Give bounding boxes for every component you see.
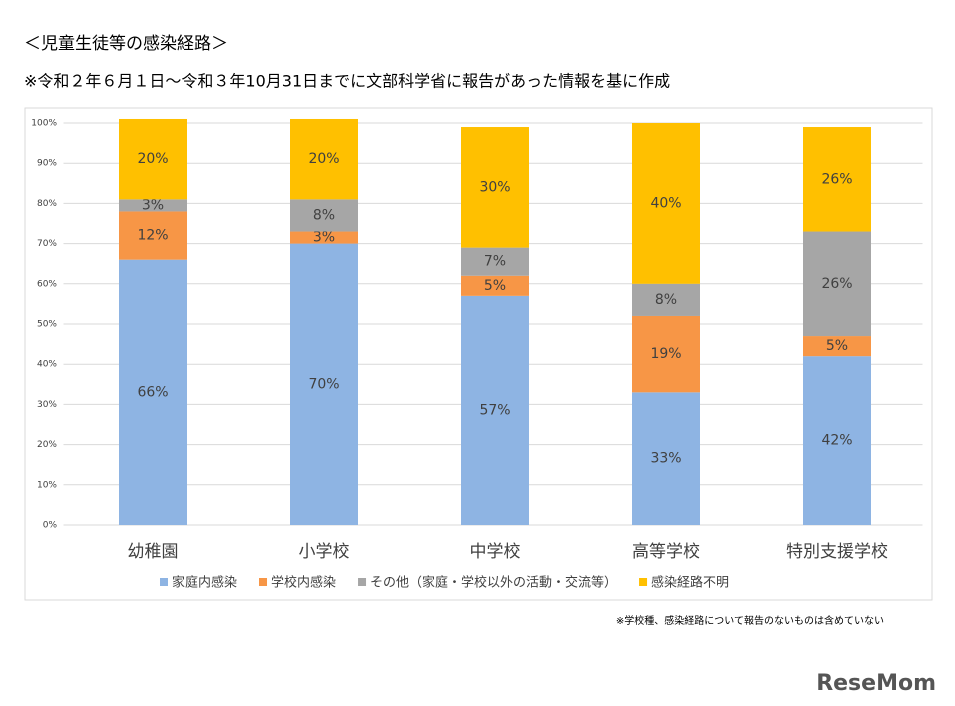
data-label: 12% — [137, 228, 168, 244]
chart-subtitle: ※令和２年６月１日～令和３年10月31日までに文部科学省に報告があった情報を基に… — [24, 72, 670, 91]
bar-segment — [632, 392, 700, 525]
data-label: 5% — [826, 338, 848, 354]
chart-title: ＜児童生徒等の感染経路＞ — [24, 34, 228, 54]
x-tick-label: 高等学校 — [632, 542, 700, 562]
data-label: 5% — [484, 278, 506, 294]
bar-segment — [632, 123, 700, 284]
legend-label: 感染経路不明 — [651, 575, 729, 591]
bar-segment — [803, 356, 871, 525]
legend-label: 家庭内感染 — [172, 575, 237, 591]
x-tick-label: 中学校 — [470, 542, 521, 562]
y-tick-label: 100% — [31, 119, 57, 129]
bar-segment — [290, 118, 358, 200]
data-label: 30% — [479, 179, 510, 195]
y-tick-label: 40% — [37, 360, 57, 370]
data-label: 20% — [308, 151, 339, 167]
x-tick-label: 小学校 — [299, 542, 350, 562]
legend-swatch — [358, 578, 367, 586]
legend-swatch — [160, 578, 168, 586]
y-tick-label: 0% — [43, 521, 58, 531]
data-label: 8% — [655, 292, 677, 308]
data-label: 3% — [313, 230, 335, 246]
footnote: ※学校種、感染経路について報告のないものは含めていない — [616, 614, 884, 627]
bar-segment — [290, 199, 358, 232]
y-tick-label: 10% — [37, 480, 57, 490]
data-label: 7% — [484, 254, 506, 270]
data-label: 40% — [650, 195, 681, 211]
bar-segment — [119, 211, 187, 260]
y-tick-label: 20% — [37, 440, 57, 450]
data-label: 66% — [137, 384, 168, 400]
legend-swatch — [639, 578, 648, 586]
x-tick-label: 幼稚園 — [128, 542, 179, 562]
y-tick-label: 30% — [37, 400, 57, 410]
logo: ReseMom — [816, 671, 936, 696]
bar-segment — [461, 127, 529, 248]
data-label: 57% — [479, 402, 510, 418]
bar-segment — [119, 118, 187, 200]
bar-segment — [119, 259, 187, 525]
bar-segment — [461, 247, 529, 276]
y-tick-label: 70% — [37, 239, 57, 249]
data-label: 70% — [308, 376, 339, 392]
data-label: 26% — [821, 276, 852, 292]
bar-segment — [290, 243, 358, 525]
y-tick-label: 60% — [37, 279, 57, 289]
bar-segment — [461, 295, 529, 525]
y-tick-label: 90% — [37, 159, 57, 169]
bar-segment — [803, 231, 871, 337]
legend-label: その他（家庭・学校以外の活動・交流等） — [370, 575, 617, 591]
bar-segment — [461, 275, 529, 296]
bar-segment — [632, 315, 700, 393]
legend-label: 学校内感染 — [271, 575, 336, 591]
data-label: 19% — [650, 346, 681, 362]
bar-segment — [632, 283, 700, 316]
y-tick-label: 50% — [37, 320, 57, 330]
data-label: 20% — [137, 151, 168, 167]
bar-segment — [290, 231, 358, 244]
bar-segment — [803, 127, 871, 232]
data-label: 26% — [821, 171, 852, 187]
data-label: 8% — [313, 207, 335, 223]
legend-swatch — [259, 578, 268, 586]
bar-segment — [803, 336, 871, 357]
data-label: 3% — [142, 197, 164, 213]
data-label: 42% — [821, 433, 852, 449]
y-tick-label: 80% — [37, 199, 57, 209]
data-label: 33% — [650, 451, 681, 467]
x-tick-label: 特別支援学校 — [786, 542, 888, 562]
bar-segment — [119, 199, 187, 212]
